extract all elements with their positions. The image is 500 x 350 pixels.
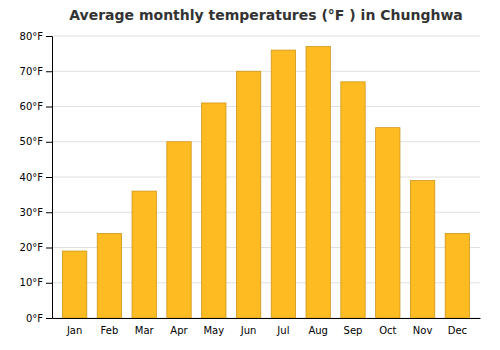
bar	[341, 82, 365, 318]
y-tick-mark	[46, 36, 52, 37]
y-tick: 80°F	[20, 31, 52, 42]
grid-line	[52, 71, 480, 72]
x-tick: Mar	[135, 325, 155, 336]
y-tick: 20°F	[20, 242, 52, 253]
grid-line	[52, 141, 480, 142]
bar	[202, 103, 226, 318]
y-tick: 60°F	[20, 101, 52, 112]
y-tick-label: 40°F	[20, 172, 44, 183]
chart-svg: Jan Feb Mar Apr May Jun Jul Aug Sep Oct Nov Dec 0°F 1…	[0, 0, 500, 350]
y-tick-mark	[46, 283, 52, 284]
x-tick-label: Nov	[413, 325, 433, 336]
x-tick-label: Sep	[344, 325, 363, 336]
y-tick-label: 10°F	[20, 277, 44, 288]
y-tick-mark	[46, 318, 52, 319]
chart-title: Average monthly temperatures (°F ) in Ch…	[69, 7, 463, 23]
y-tick-mark	[46, 142, 52, 143]
x-tick: Oct	[379, 325, 396, 336]
y-axis: 0°F 10°F 20°F 30°F 40°F 50°F 60°F 70°F 80°F	[20, 31, 53, 324]
x-tick: Jan	[66, 325, 82, 336]
x-tick: Feb	[101, 325, 119, 336]
y-tick: 40°F	[20, 172, 52, 183]
x-tick-label: Aug	[308, 325, 328, 336]
y-tick-mark	[46, 71, 52, 72]
x-axis-line	[53, 318, 481, 319]
y-tick: 70°F	[20, 66, 52, 77]
x-tick: Jun	[240, 325, 257, 336]
bar	[132, 191, 156, 318]
x-axis: Jan Feb Mar Apr May Jun Jul Aug Sep Oct Nov Dec	[53, 319, 481, 337]
y-tick-mark	[46, 248, 52, 249]
bar	[410, 181, 434, 318]
y-tick-mark	[46, 212, 52, 213]
x-tick-label: Mar	[135, 325, 155, 336]
y-tick-label: 80°F	[20, 31, 44, 42]
grid-line	[52, 36, 480, 37]
bar	[236, 71, 260, 318]
y-tick: 10°F	[20, 277, 52, 288]
grid-line	[52, 106, 480, 107]
x-tick-label: May	[203, 325, 224, 336]
bar	[376, 128, 400, 318]
bar	[306, 47, 330, 318]
y-tick: 0°F	[26, 313, 52, 324]
y-tick-label: 20°F	[20, 242, 44, 253]
x-tick: May	[203, 325, 224, 336]
y-tick-label: 30°F	[20, 207, 44, 218]
bar	[445, 233, 469, 318]
chart-container: Jan Feb Mar Apr May Jun Jul Aug Sep Oct Nov Dec 0°F 1…	[0, 0, 500, 350]
y-tick: 50°F	[20, 136, 52, 147]
x-tick-label: Dec	[448, 325, 467, 336]
x-tick: Apr	[170, 325, 188, 336]
bar	[62, 251, 86, 318]
x-tick-label: Jan	[66, 325, 82, 336]
grid-line	[52, 177, 480, 178]
x-tick-label: Feb	[101, 325, 119, 336]
y-tick-label: 70°F	[20, 66, 44, 77]
y-tick-mark	[46, 177, 52, 178]
bar	[271, 50, 295, 318]
y-tick-label: 60°F	[20, 101, 44, 112]
bar	[167, 142, 191, 318]
x-tick-label: Oct	[379, 325, 396, 336]
x-tick-label: Jul	[276, 325, 289, 336]
bar	[97, 233, 121, 318]
x-tick: Sep	[344, 325, 363, 336]
x-tick-label: Jun	[240, 325, 257, 336]
x-tick: Jul	[276, 325, 289, 336]
y-axis-line	[46, 37, 53, 319]
x-tick: Aug	[308, 325, 328, 336]
bars	[62, 47, 469, 318]
y-tick: 30°F	[20, 207, 52, 218]
y-tick-label: 0°F	[26, 313, 43, 324]
y-tick-mark	[46, 107, 52, 108]
x-tick: Dec	[448, 325, 467, 336]
y-tick-label: 50°F	[20, 136, 44, 147]
x-tick-label: Apr	[170, 325, 188, 336]
x-tick: Nov	[413, 325, 433, 336]
grid	[52, 36, 480, 318]
